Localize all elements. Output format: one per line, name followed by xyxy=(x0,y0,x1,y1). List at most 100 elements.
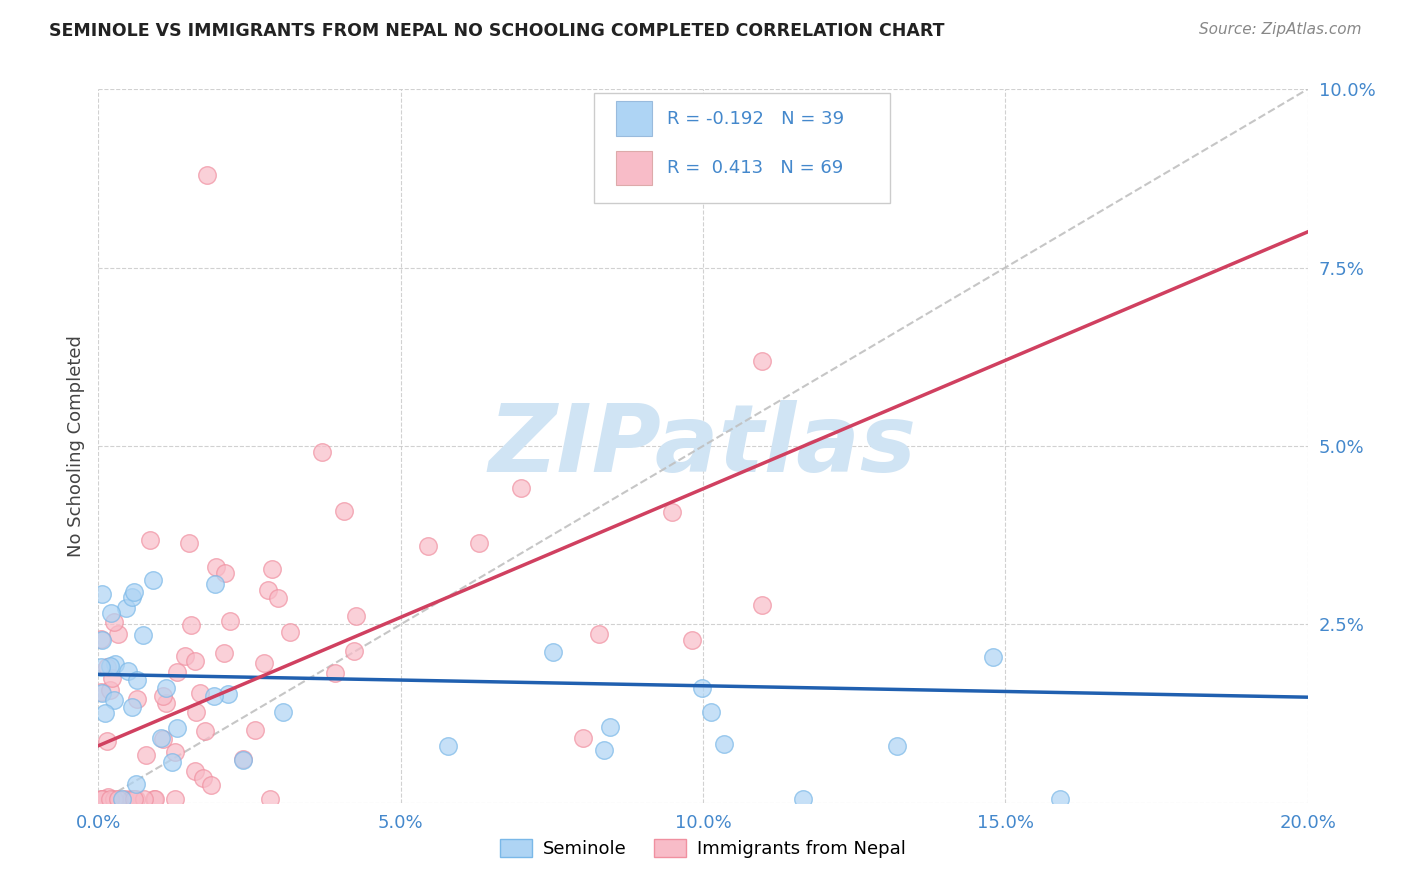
Point xyxy=(122,584,145,599)
Point xyxy=(253,656,276,670)
Point xyxy=(166,665,188,680)
Point xyxy=(98,659,121,673)
Point xyxy=(91,792,114,806)
Point xyxy=(134,792,156,806)
Point xyxy=(104,657,127,671)
Point xyxy=(204,577,226,591)
Point xyxy=(121,700,143,714)
Point xyxy=(886,739,908,753)
Point xyxy=(103,693,125,707)
Point xyxy=(219,615,242,629)
Point xyxy=(149,731,172,745)
Point xyxy=(114,792,136,806)
Point xyxy=(681,633,703,648)
Text: ZIPatlas: ZIPatlas xyxy=(489,400,917,492)
Point xyxy=(571,731,593,746)
FancyBboxPatch shape xyxy=(595,93,890,203)
Point xyxy=(661,505,683,519)
Point xyxy=(115,600,138,615)
Point xyxy=(90,633,112,648)
Point xyxy=(200,778,222,792)
Point xyxy=(599,720,621,734)
Point xyxy=(184,706,207,720)
Point xyxy=(713,737,735,751)
Point xyxy=(107,627,129,641)
Point xyxy=(256,583,278,598)
Point xyxy=(160,755,183,769)
Point xyxy=(103,615,125,630)
Point xyxy=(163,745,186,759)
Point xyxy=(173,648,195,663)
Point xyxy=(110,792,132,806)
Text: Source: ZipAtlas.com: Source: ZipAtlas.com xyxy=(1198,22,1361,37)
Point xyxy=(91,685,114,699)
Point xyxy=(188,686,211,700)
Point xyxy=(132,628,155,642)
Point xyxy=(107,792,129,806)
Point xyxy=(751,354,773,368)
Point xyxy=(588,627,610,641)
Point xyxy=(436,739,458,753)
Point xyxy=(179,536,201,550)
Point xyxy=(90,660,112,674)
Point xyxy=(90,685,112,699)
Point xyxy=(543,645,565,659)
Point xyxy=(139,533,162,548)
Point xyxy=(96,733,118,747)
Point xyxy=(120,792,142,806)
Point xyxy=(333,503,356,517)
Point xyxy=(166,721,188,735)
Point xyxy=(205,559,228,574)
Point xyxy=(217,687,239,701)
Point xyxy=(155,696,177,710)
Point xyxy=(127,691,149,706)
Point xyxy=(262,562,284,576)
Point xyxy=(344,608,367,623)
Point xyxy=(122,792,145,806)
Point xyxy=(278,625,301,640)
Point xyxy=(751,599,773,613)
Text: R = -0.192   N = 39: R = -0.192 N = 39 xyxy=(666,110,844,128)
Point xyxy=(323,665,346,680)
Text: R =  0.413   N = 69: R = 0.413 N = 69 xyxy=(666,159,844,178)
Point xyxy=(468,535,491,549)
FancyBboxPatch shape xyxy=(616,151,652,186)
Point xyxy=(91,587,114,601)
Point xyxy=(94,706,117,720)
Point xyxy=(509,481,531,495)
Point xyxy=(103,792,125,806)
Point xyxy=(1049,792,1071,806)
Point xyxy=(96,660,118,674)
Point xyxy=(232,753,254,767)
Point xyxy=(690,681,713,695)
Point xyxy=(243,723,266,738)
Point xyxy=(90,632,112,647)
Point xyxy=(214,646,236,660)
Text: SEMINOLE VS IMMIGRANTS FROM NEPAL NO SCHOOLING COMPLETED CORRELATION CHART: SEMINOLE VS IMMIGRANTS FROM NEPAL NO SCH… xyxy=(49,22,945,40)
Point xyxy=(311,444,333,458)
Point xyxy=(700,705,723,719)
FancyBboxPatch shape xyxy=(616,102,652,136)
Point xyxy=(418,539,440,553)
Point xyxy=(152,731,174,746)
Point xyxy=(191,771,214,785)
Point xyxy=(592,743,614,757)
Point xyxy=(165,792,187,806)
Point xyxy=(97,790,120,805)
Point xyxy=(117,665,139,679)
Point xyxy=(121,792,143,806)
Point xyxy=(214,566,236,580)
Point xyxy=(125,792,148,806)
Point xyxy=(121,590,143,604)
Point xyxy=(184,654,207,668)
Y-axis label: No Schooling Completed: No Schooling Completed xyxy=(66,335,84,557)
Point xyxy=(90,792,112,806)
Point xyxy=(792,792,814,806)
Point xyxy=(125,673,148,687)
Point xyxy=(98,792,121,806)
Point xyxy=(100,607,122,621)
Point xyxy=(142,573,165,587)
Legend: Seminole, Immigrants from Nepal: Seminole, Immigrants from Nepal xyxy=(492,831,914,865)
Point xyxy=(143,792,166,806)
Point xyxy=(343,644,366,658)
